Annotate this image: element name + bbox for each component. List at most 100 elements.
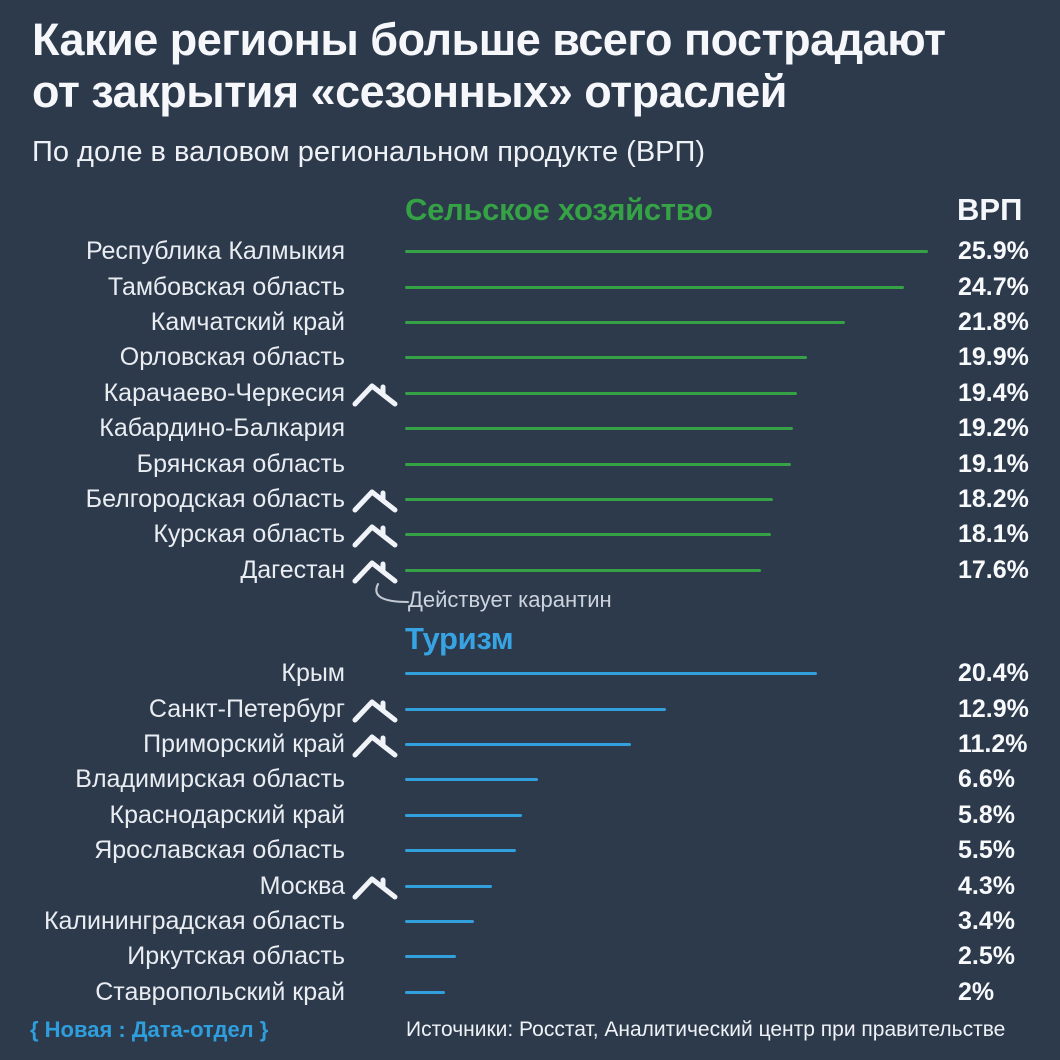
quarantine-house-icon [352,699,398,723]
value-label: 20.4% [958,659,1029,688]
region-label: Республика Калмыкия [85,237,345,266]
value-label: 5.8% [958,800,1015,829]
bar [405,955,456,959]
tourism-rows: Крым 20.4% Санкт-Петербург 12.9% Приморс… [0,656,1060,1010]
chart-row: Санкт-Петербург 12.9% [0,691,1060,726]
quarantine-house-icon [352,734,398,758]
bar [405,391,797,395]
chart-row: Республика Калмыкия 25.9% [0,234,1060,269]
value-label: 12.9% [958,694,1029,723]
region-label: Калининградская область [43,906,345,935]
chart-row: Приморский край 11.2% [0,727,1060,762]
chart-row: Белгородская область 18.2% [0,482,1060,517]
region-label: Кабардино-Балкария [99,414,345,443]
bar [405,884,492,888]
chart-row: Калининградская область 3.4% [0,904,1060,939]
region-label: Владимирская область [75,765,345,794]
chart-row: Дагестан 17.6% [0,553,1060,588]
agriculture-rows: Республика Калмыкия 25.9% Тамбовская обл… [0,234,1060,588]
quarantine-house-icon [352,876,398,900]
region-label: Ставропольский край [95,977,345,1006]
quarantine-house-icon [352,524,398,548]
bar [405,813,523,817]
value-label: 19.9% [958,343,1029,372]
quarantine-annotation: Действует карантин [408,587,612,612]
bar [405,320,846,324]
value-label: 2% [958,977,995,1006]
footer-brand: { Новая : Дата-отдел } [30,1017,269,1042]
value-label: 25.9% [958,237,1029,266]
value-label: 4.3% [958,871,1015,900]
value-label: 17.6% [958,555,1029,584]
region-label: Карачаево-Черкесия [103,378,345,407]
quarantine-house-icon [352,489,398,513]
bar [405,285,904,289]
subtitle: По доле в валовом региональном продукте … [32,136,706,168]
chart-row: Брянская область 19.1% [0,446,1060,481]
quarantine-house-icon [352,383,398,407]
bar [405,356,807,360]
region-label: Иркутская область [127,942,345,971]
value-label: 18.2% [958,484,1029,513]
value-label: 6.6% [958,765,1015,794]
section-title-agriculture: Сельское хозяйство [405,192,713,227]
region-label: Дагестан [240,555,345,584]
bar [405,990,446,994]
chart-row: Тамбовская область 24.7% [0,269,1060,304]
page-title-line2: от закрытия «сезонных» отраслей [32,66,787,117]
region-label: Крым [281,659,345,688]
bar [405,849,517,853]
quarantine-house-icon [352,560,398,584]
region-label: Москва [259,871,345,900]
bar [405,672,818,676]
region-label: Краснодарский край [109,800,345,829]
bar [405,919,474,923]
vrp-column-header: ВРП [957,192,1023,227]
page-title: Какие регионы больше всего пострадают от… [32,14,1042,118]
chart-row: Ставропольский край 2% [0,975,1060,1010]
page-title-line1: Какие регионы больше всего пострадают [32,14,946,65]
chart-row: Ярославская область 5.5% [0,833,1060,868]
bar [405,250,929,254]
value-label: 5.5% [958,836,1015,865]
value-label: 19.1% [958,449,1029,478]
bar [405,778,539,782]
annotation-connector-line [375,583,409,603]
value-label: 2.5% [958,942,1015,971]
region-label: Санкт-Петербург [148,694,345,723]
bar [405,568,761,572]
bar [405,427,793,431]
footer-sources: Источники: Росстат, Аналитический центр … [406,1018,1006,1041]
value-label: 21.8% [958,307,1029,336]
region-label: Приморский край [143,729,345,758]
bar [405,462,791,466]
chart-row: Орловская область 19.9% [0,340,1060,375]
chart-row: Крым 20.4% [0,656,1060,691]
value-label: 18.1% [958,520,1029,549]
region-label: Белгородская область [85,484,345,513]
chart-row: Камчатский край 21.8% [0,305,1060,340]
bar [405,742,632,746]
bar [405,533,771,537]
chart-row: Владимирская область 6.6% [0,762,1060,797]
value-label: 24.7% [958,272,1029,301]
chart-row: Карачаево-Черкесия 19.4% [0,376,1060,411]
chart-row: Кабардино-Балкария 19.2% [0,411,1060,446]
region-label: Брянская область [136,449,345,478]
value-label: 19.2% [958,414,1029,443]
value-label: 3.4% [958,906,1015,935]
value-label: 19.4% [958,378,1029,407]
chart-row: Краснодарский край 5.8% [0,798,1060,833]
chart-row: Иркутская область 2.5% [0,939,1060,974]
bar [405,707,666,711]
region-label: Камчатский край [150,307,345,336]
chart-row: Москва 4.3% [0,868,1060,903]
bar [405,497,773,501]
region-label: Тамбовская область [107,272,345,301]
chart-row: Курская область 18.1% [0,517,1060,552]
value-label: 11.2% [958,729,1028,758]
region-label: Орловская область [119,343,345,372]
section-title-tourism: Туризм [405,621,514,656]
region-label: Ярославская область [94,836,345,865]
region-label: Курская область [153,520,345,549]
